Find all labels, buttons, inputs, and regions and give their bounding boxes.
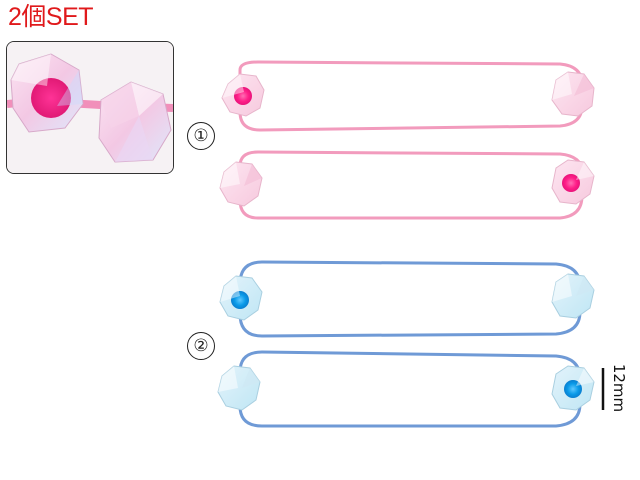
scale-label: 12mm — [610, 363, 628, 413]
pink-hair-tie-2 — [219, 150, 595, 220]
set-title: 2個SET — [8, 3, 94, 31]
blue-bead-core — [219, 275, 263, 321]
set-2-marker: ② — [187, 332, 215, 360]
blue-bead-clear — [551, 273, 595, 319]
blue-bead-core — [551, 365, 595, 411]
blue-hair-tie-2 — [217, 350, 595, 428]
pink-bead-core — [551, 159, 595, 205]
set-1-marker: ① — [187, 122, 215, 150]
pink-bead-clear — [219, 161, 263, 207]
pink-bead-clear — [551, 71, 595, 117]
pink-bead-core — [221, 73, 265, 117]
pink-hair-tie-1 — [221, 60, 595, 132]
blue-hair-tie-1 — [219, 260, 595, 338]
blue-bead-clear — [217, 365, 261, 411]
closeup-photo — [6, 41, 174, 174]
